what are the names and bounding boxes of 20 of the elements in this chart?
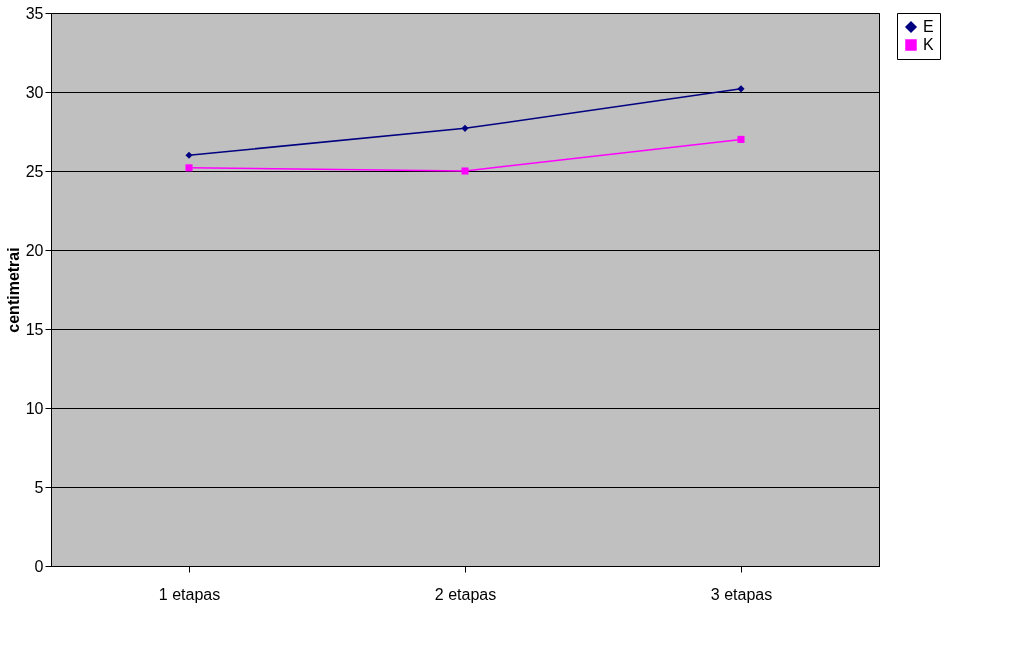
point (461, 167, 469, 175)
x-tick-label: 1 etapas (158, 585, 221, 603)
x-tick-label: 2 etapas (434, 585, 497, 603)
x-tick-label: 3 etapas (710, 585, 773, 603)
point (737, 85, 745, 93)
y-tick-label: 0 (34, 557, 44, 575)
y-tick-label: 25 (25, 162, 44, 180)
y-tick-label: 20 (25, 241, 44, 259)
legend-label: K (923, 36, 934, 53)
y-tick-label: 15 (25, 320, 44, 338)
point (461, 124, 469, 132)
legend-label: E (923, 18, 934, 35)
point (185, 151, 193, 159)
y-tick-label: 30 (25, 83, 44, 101)
point (737, 135, 745, 143)
y-tick-label: 5 (34, 478, 44, 496)
y-axis-title: centimetrai (4, 247, 22, 333)
y-tick-label: 10 (25, 399, 44, 417)
y-tick-label: 35 (25, 4, 44, 22)
point (185, 164, 193, 172)
